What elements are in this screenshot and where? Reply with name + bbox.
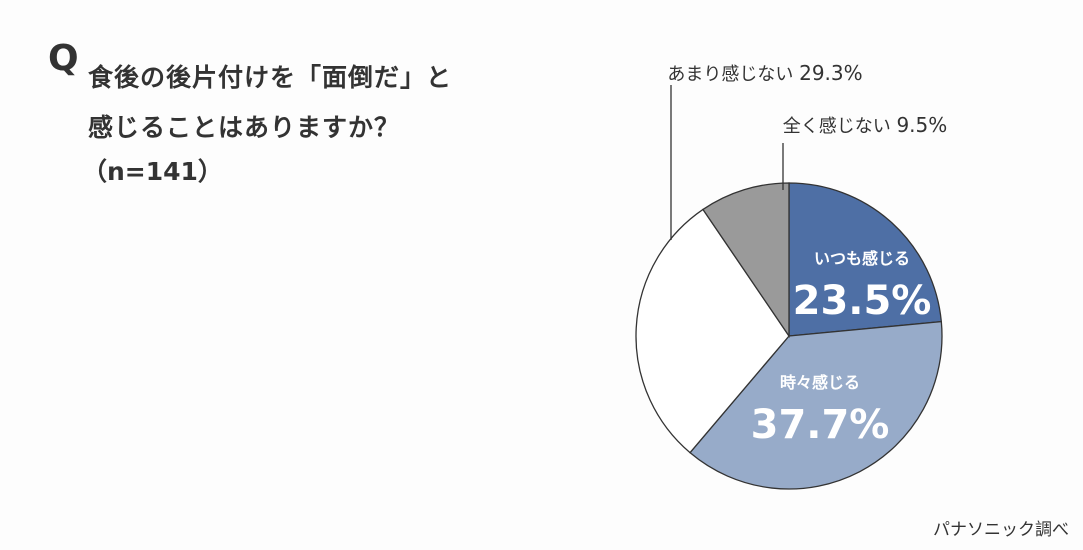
question-mark: Q — [48, 38, 79, 79]
pie-slice — [788, 182, 943, 337]
slice-value-label: 37.7% — [751, 402, 890, 448]
slice-outside-label: 全く感じない 9.5% — [783, 113, 948, 137]
pie-slice — [702, 182, 790, 339]
source-note: パナソニック調べ — [933, 520, 1069, 540]
slice-value-label: 29.3% — [799, 61, 863, 85]
slice-label: あまり感じない — [667, 64, 799, 85]
question-line-2: 感じることはありますか？ — [88, 113, 401, 142]
slice-label: 時々感じる — [780, 373, 860, 392]
question-line-1: 食後の後片付けを「面倒だ」と — [88, 63, 453, 92]
slice-outside-label: あまり感じない 29.3% — [667, 61, 862, 85]
slice-label: 全く感じない — [783, 116, 897, 137]
pie-slice — [635, 208, 790, 454]
sample-size: （n=141） — [82, 157, 223, 186]
slice-value-label: 23.5% — [793, 278, 932, 324]
pie-slice — [689, 320, 943, 490]
slice-value-label: 9.5% — [896, 113, 947, 137]
slice-label: いつも感じる — [814, 249, 910, 268]
